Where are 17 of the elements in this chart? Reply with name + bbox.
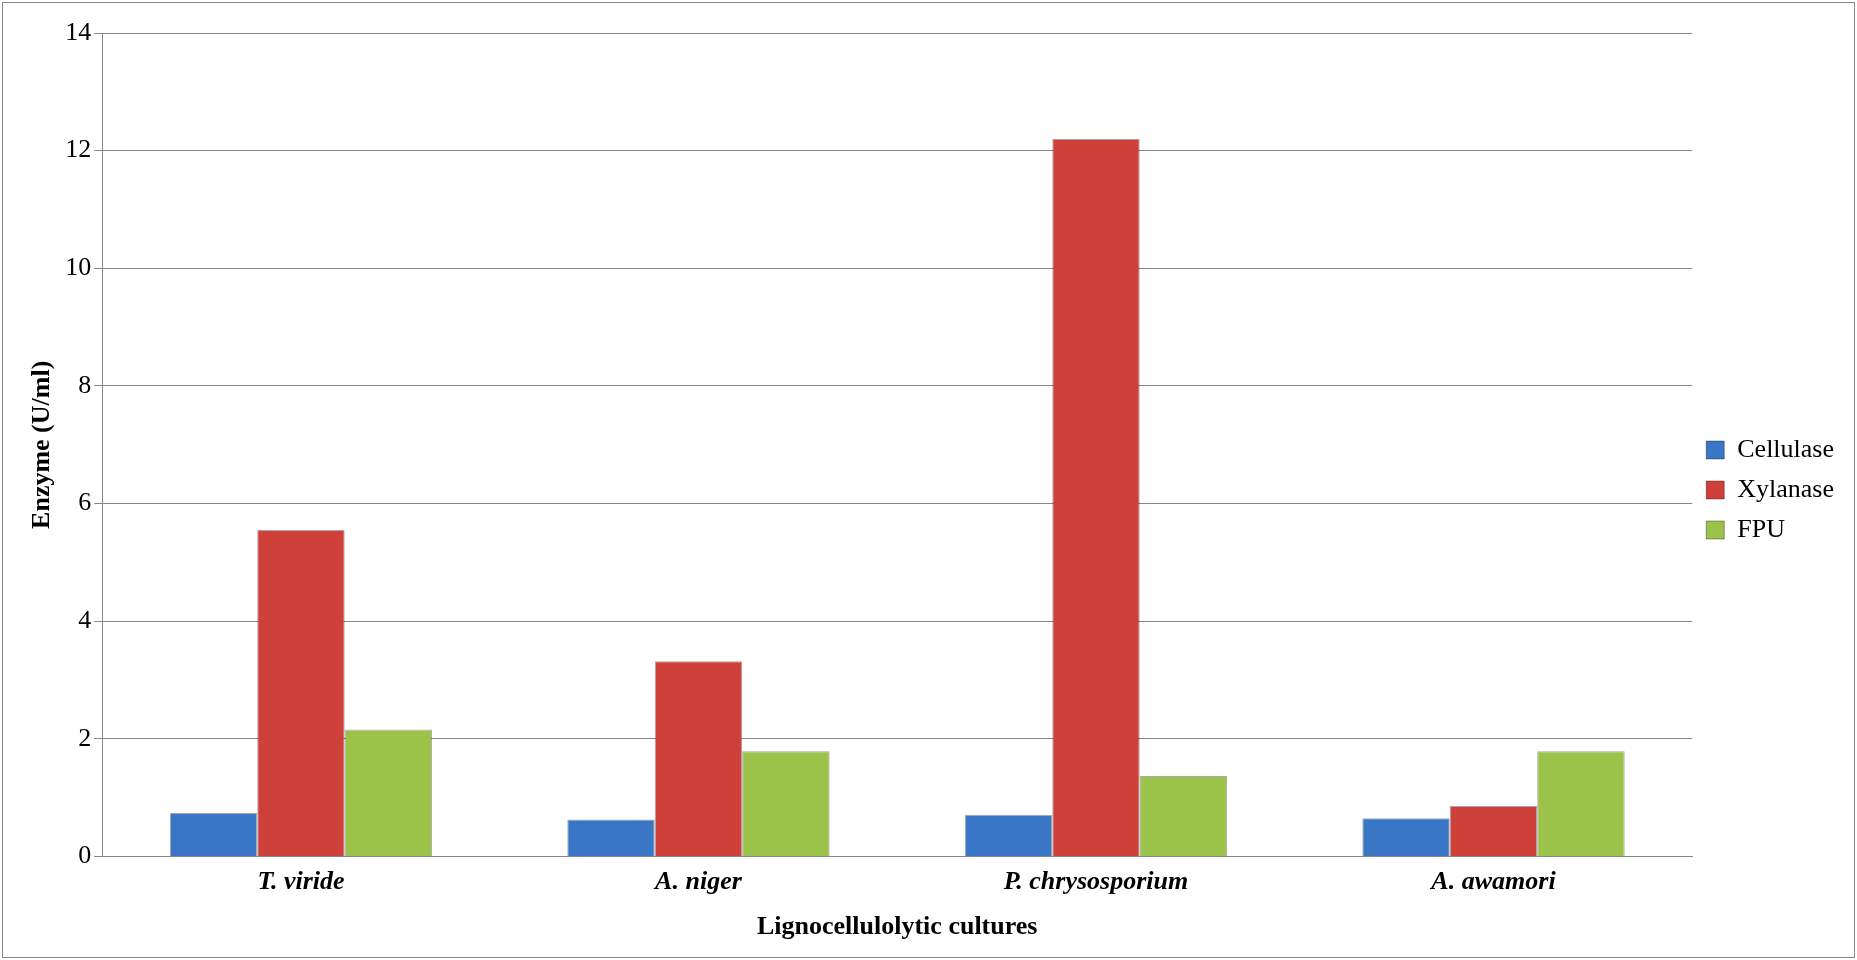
legend-label: Xylanase: [1737, 473, 1834, 503]
y-tick-label: 12: [65, 134, 92, 164]
y-tick-label: 4: [78, 605, 92, 635]
y-tick-label: 6: [78, 487, 92, 517]
y-tick-label: 10: [65, 252, 92, 282]
legend-label: Cellulase: [1737, 433, 1835, 463]
x-tick-label: A. awamori: [1429, 865, 1557, 895]
legend-label: FPU: [1737, 513, 1786, 543]
y-tick-label: 2: [78, 722, 92, 752]
x-tick-label: P. chrysosporium: [1002, 865, 1189, 895]
x-tick-label: T. viride: [257, 865, 345, 895]
y-tick-label: 0: [78, 840, 92, 870]
x-axis-title: Lignocellulolytic cultures: [757, 911, 1038, 941]
y-tick-label: 8: [78, 369, 92, 399]
y-axis-title: Enzyme (U/ml): [26, 360, 56, 529]
x-tick-label: A. niger: [653, 865, 743, 895]
y-tick-label: 14: [65, 16, 92, 46]
